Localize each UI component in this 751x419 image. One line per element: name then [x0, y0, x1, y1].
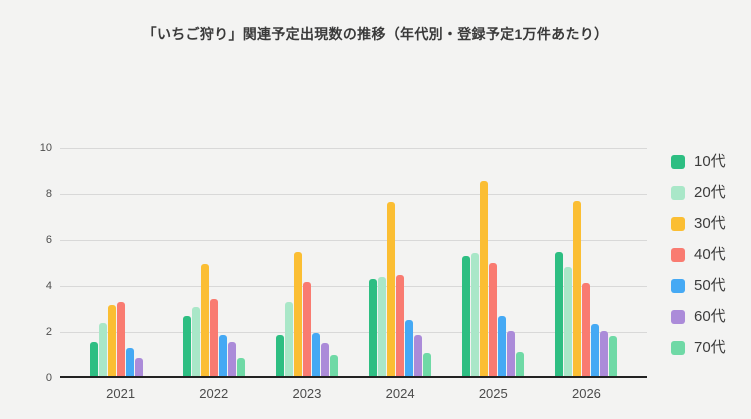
bar-2025-series-5 [507, 331, 516, 376]
legend-swatch-icon [671, 278, 685, 293]
bar-2024-series-1 [378, 277, 387, 376]
bar-slot-2024 [354, 148, 447, 376]
bar-2026-series-0 [555, 251, 564, 376]
legend-swatch-icon [671, 185, 685, 200]
bar-2021-series-5 [134, 357, 143, 376]
legend-label: 70代 [694, 339, 726, 356]
gridline-y-8 [60, 194, 647, 195]
legend-label: 20代 [694, 184, 726, 201]
bar-2022-series-3 [209, 298, 218, 376]
legend-swatch-icon [671, 154, 685, 169]
gridline-y-6 [60, 240, 647, 241]
bar-slot-2021 [74, 148, 167, 376]
bar-2026-series-4 [591, 324, 600, 376]
bar-2021-series-0 [89, 341, 98, 376]
bar-2025-series-1 [471, 252, 480, 376]
bar-2022-series-0 [182, 316, 191, 376]
legend-swatch-icon [671, 247, 685, 262]
legend-swatch-icon [671, 309, 685, 324]
x-tick-label-2026: 2026 [571, 386, 601, 401]
bar-group-2024 [369, 202, 432, 376]
x-tick-label-2025: 2025 [478, 386, 508, 401]
gridline-y-4 [60, 286, 647, 287]
bar-slot-2026 [540, 148, 633, 376]
bar-2024-series-5 [414, 334, 423, 376]
bar-2026-series-6 [609, 335, 618, 376]
bar-2023-series-2 [293, 251, 302, 376]
bar-2022-series-1 [191, 307, 200, 376]
bar-group-2023 [275, 251, 338, 376]
bar-2023-series-3 [302, 281, 311, 376]
legend-swatch-icon [671, 216, 685, 231]
bar-2024-series-2 [387, 202, 396, 376]
legend-label: 60代 [694, 308, 726, 325]
bar-slot-2025 [447, 148, 540, 376]
bar-2024-series-0 [369, 279, 378, 376]
bar-2026-series-3 [582, 282, 591, 376]
bar-slot-2022 [167, 148, 260, 376]
legend-item-3[interactable]: 40代 [671, 247, 726, 262]
bar-2023-series-1 [284, 302, 293, 376]
x-axis-line [60, 376, 647, 378]
bar-2024-series-3 [396, 274, 405, 376]
bar-2021-series-2 [107, 304, 116, 376]
legend-item-6[interactable]: 70代 [671, 340, 726, 355]
bar-2024-series-4 [405, 319, 414, 376]
bar-2023-series-5 [320, 342, 329, 376]
bar-2023-series-6 [329, 355, 338, 376]
bar-2025-series-3 [489, 263, 498, 376]
legend-item-5[interactable]: 60代 [671, 309, 726, 324]
legend-item-4[interactable]: 50代 [671, 278, 726, 293]
bar-2026-series-5 [600, 331, 609, 376]
bar-2025-series-0 [462, 256, 471, 376]
bar-group-2025 [462, 180, 525, 376]
x-tick-label-2021: 2021 [106, 386, 136, 401]
bar-2025-series-2 [480, 180, 489, 376]
bar-2022-series-2 [200, 264, 209, 376]
y-tick-label-10: 10 [39, 142, 52, 154]
x-axis-labels: 2021 2022 2023 2024 2025 2026 [74, 386, 633, 401]
bar-2026-series-1 [564, 266, 573, 376]
bar-2023-series-4 [311, 333, 320, 376]
bar-2026-series-2 [573, 201, 582, 376]
bar-2021-series-1 [98, 323, 107, 376]
legend-item-1[interactable]: 20代 [671, 185, 726, 200]
legend-item-2[interactable]: 30代 [671, 216, 726, 231]
y-tick-label-6: 6 [45, 234, 52, 246]
legend-label: 40代 [694, 246, 726, 263]
bar-2021-series-3 [116, 302, 125, 376]
y-axis: 0 2 4 6 8 10 [0, 142, 52, 384]
y-tick-label-4: 4 [45, 280, 52, 292]
legend-swatch-icon [671, 340, 685, 355]
y-tick-label-0: 0 [45, 372, 52, 384]
bar-2025-series-6 [516, 351, 525, 376]
bar-2021-series-4 [125, 348, 134, 376]
bar-slot-2023 [260, 148, 353, 376]
bar-2023-series-0 [275, 334, 284, 376]
bar-2022-series-6 [236, 357, 245, 376]
gridline-y-10 [60, 148, 647, 149]
bars-row [74, 148, 633, 376]
bar-2025-series-4 [498, 316, 507, 376]
bar-group-2022 [182, 264, 245, 376]
bar-2024-series-6 [423, 353, 432, 376]
bar-2022-series-5 [227, 341, 236, 376]
y-tick-label-2: 2 [45, 326, 52, 338]
bar-group-2021 [89, 302, 152, 376]
legend: 10代 20代 30代 40代 50代 60代 70代 [671, 154, 726, 371]
x-tick-label-2023: 2023 [292, 386, 322, 401]
y-tick-label-8: 8 [45, 188, 52, 200]
legend-label: 50代 [694, 277, 726, 294]
legend-label: 10代 [694, 153, 726, 170]
x-tick-label-2024: 2024 [385, 386, 415, 401]
plot-area [60, 148, 647, 378]
gridline-y-2 [60, 332, 647, 333]
bar-group-2026 [555, 201, 618, 376]
chart-title: 「いちご狩り」関連予定出現数の推移（年代別・登録予定1万件あたり） [142, 26, 609, 42]
legend-item-0[interactable]: 10代 [671, 154, 726, 169]
x-tick-label-2022: 2022 [199, 386, 229, 401]
bar-2022-series-4 [218, 334, 227, 376]
legend-label: 30代 [694, 215, 726, 232]
